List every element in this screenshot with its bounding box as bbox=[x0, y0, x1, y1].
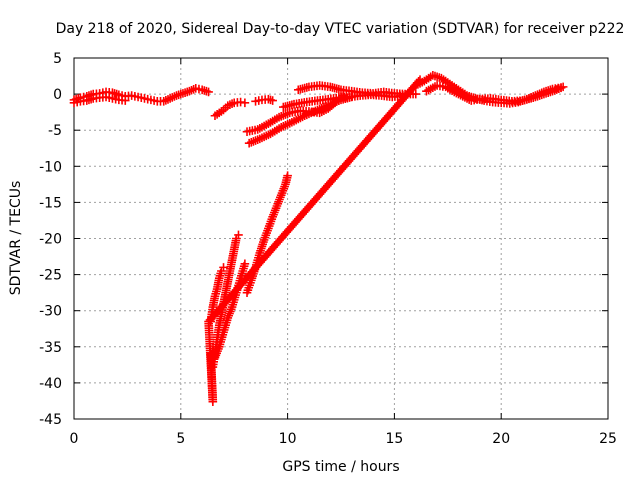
y-tick-label: 5 bbox=[53, 51, 62, 67]
data-point bbox=[558, 82, 568, 92]
x-tick-label: 5 bbox=[176, 431, 185, 447]
data-point bbox=[234, 230, 243, 240]
data-point bbox=[415, 75, 425, 84]
grid bbox=[74, 58, 608, 419]
data-point bbox=[411, 89, 421, 99]
y-tick-label: -40 bbox=[39, 376, 62, 392]
y-tick-label: -25 bbox=[39, 268, 62, 284]
y-tick-label: -45 bbox=[39, 412, 62, 428]
y-tick-label: 0 bbox=[53, 87, 62, 103]
y-tick-labels: 5 0 -5 -10 -15 -20 -25 -30 -35 -40 -45 bbox=[39, 51, 62, 428]
series-baseline-track-a bbox=[69, 84, 213, 106]
y-tick-label: -35 bbox=[39, 340, 62, 356]
data-points bbox=[69, 71, 568, 406]
data-point bbox=[120, 96, 130, 105]
series-short-segment-2 bbox=[251, 94, 277, 106]
y-tick-label: -20 bbox=[39, 232, 62, 248]
x-tick-label: 25 bbox=[599, 431, 617, 447]
data-point bbox=[283, 171, 292, 180]
x-tick-label: 10 bbox=[279, 431, 297, 447]
series-short-segment-1 bbox=[210, 97, 250, 121]
data-point bbox=[240, 259, 250, 269]
x-tick-label: 20 bbox=[492, 431, 510, 447]
y-axis-label: SDTVAR / TECUs bbox=[8, 181, 24, 296]
data-point bbox=[219, 263, 228, 272]
x-tick-label: 15 bbox=[385, 431, 403, 447]
y-tick-label: -30 bbox=[39, 304, 62, 320]
data-point bbox=[268, 96, 277, 105]
y-tick-label: -5 bbox=[48, 123, 62, 139]
series-outliers bbox=[204, 75, 425, 406]
y-tick-label: -15 bbox=[39, 195, 62, 211]
x-tick-labels: 0 5 10 15 20 25 bbox=[70, 431, 617, 447]
series-late-track-b bbox=[422, 81, 568, 106]
data-point bbox=[240, 98, 250, 108]
x-axis-label: GPS time / hours bbox=[282, 459, 399, 475]
x-tick-label: 0 bbox=[70, 431, 79, 447]
y-tick-label: -10 bbox=[39, 159, 62, 175]
chart-title: Day 218 of 2020, Sidereal Day-to-day VTE… bbox=[56, 21, 625, 37]
data-point bbox=[204, 87, 213, 97]
plot-frame bbox=[73, 57, 609, 420]
series-baseline-track-b bbox=[69, 92, 130, 108]
